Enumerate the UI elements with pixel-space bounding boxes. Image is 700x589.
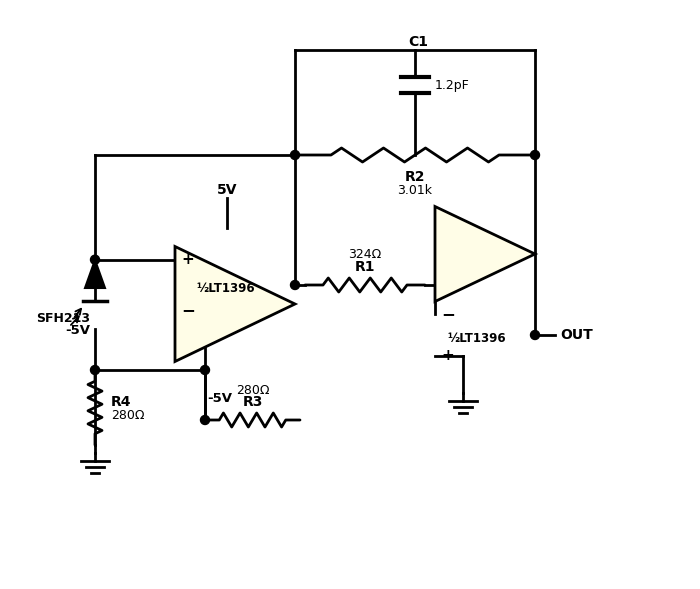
Text: R4: R4: [111, 395, 132, 409]
Polygon shape: [435, 207, 535, 302]
Text: 324Ω: 324Ω: [349, 249, 382, 262]
Circle shape: [200, 366, 209, 375]
Text: −: −: [181, 302, 195, 319]
Text: -5V: -5V: [207, 392, 232, 405]
Text: C1: C1: [408, 35, 428, 49]
Text: -5V: -5V: [65, 323, 90, 336]
Text: R1: R1: [355, 260, 375, 274]
Text: ½LT1396: ½LT1396: [448, 333, 506, 346]
Text: 3.01k: 3.01k: [398, 184, 433, 197]
Text: 1.2pF: 1.2pF: [435, 78, 470, 91]
Text: R2: R2: [405, 170, 426, 184]
Text: +: +: [442, 349, 454, 363]
Text: 5V: 5V: [217, 183, 237, 197]
Polygon shape: [85, 260, 105, 288]
Circle shape: [531, 151, 540, 160]
Text: +: +: [181, 252, 195, 267]
Text: SFH213: SFH213: [36, 312, 90, 325]
Text: R3: R3: [242, 395, 262, 409]
Text: −: −: [441, 305, 455, 323]
Text: ½LT1396: ½LT1396: [196, 283, 255, 296]
Circle shape: [531, 330, 540, 339]
Text: OUT: OUT: [560, 328, 593, 342]
Circle shape: [290, 280, 300, 290]
Circle shape: [290, 151, 300, 160]
Text: 280Ω: 280Ω: [236, 383, 270, 396]
Circle shape: [90, 366, 99, 375]
Circle shape: [200, 415, 209, 425]
Circle shape: [90, 255, 99, 264]
Text: 280Ω: 280Ω: [111, 409, 144, 422]
Polygon shape: [175, 247, 295, 362]
